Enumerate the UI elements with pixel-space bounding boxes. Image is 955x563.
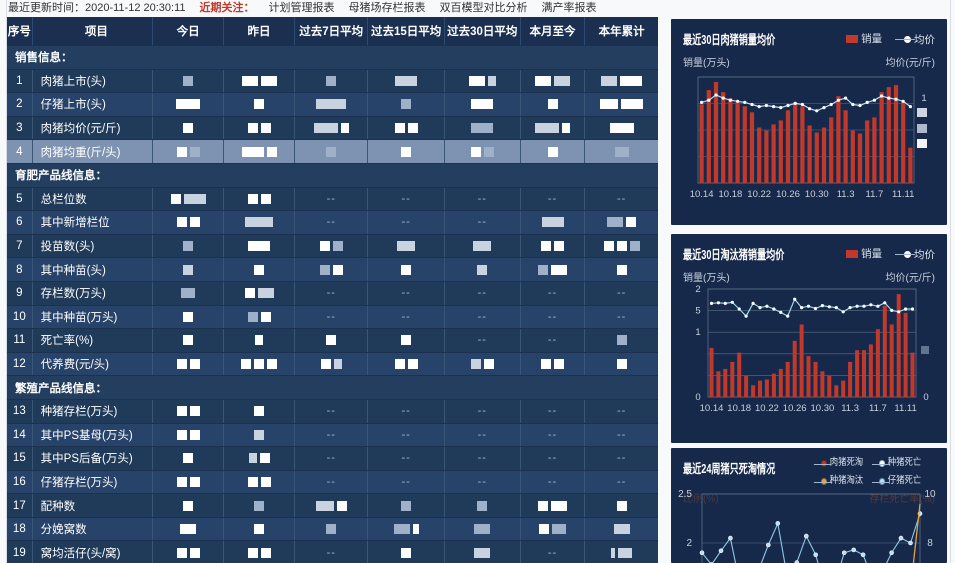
svg-text:2: 2 (695, 284, 700, 295)
svg-text:10: 10 (924, 489, 936, 500)
svg-text:11.7: 11.7 (869, 403, 887, 414)
svg-text:8: 8 (927, 538, 933, 549)
svg-text:2: 2 (686, 538, 692, 549)
svg-text:10.18: 10.18 (727, 403, 751, 414)
svg-text:1: 1 (921, 93, 926, 104)
svg-text:10.26: 10.26 (783, 403, 807, 414)
svg-text:1: 1 (695, 327, 700, 338)
svg-text:11.7: 11.7 (866, 189, 884, 200)
svg-text:2.5: 2.5 (678, 489, 692, 500)
svg-text:10.30: 10.30 (811, 403, 835, 414)
svg-text:10.22: 10.22 (747, 189, 771, 200)
svg-text:10.18: 10.18 (719, 189, 743, 200)
svg-text:10.26: 10.26 (776, 189, 800, 200)
svg-text:10.14: 10.14 (690, 189, 714, 200)
svg-text:11.3: 11.3 (841, 403, 859, 414)
svg-text:5: 5 (695, 306, 700, 317)
svg-text:10.22: 10.22 (755, 403, 779, 414)
svg-text:10.30: 10.30 (805, 189, 829, 200)
svg-text:0: 0 (695, 392, 700, 403)
svg-text:0: 0 (923, 392, 928, 403)
svg-text:11.11: 11.11 (892, 189, 914, 200)
svg-text:11.11: 11.11 (894, 403, 916, 414)
svg-text:10.14: 10.14 (700, 403, 724, 414)
svg-text:11.3: 11.3 (837, 189, 855, 200)
